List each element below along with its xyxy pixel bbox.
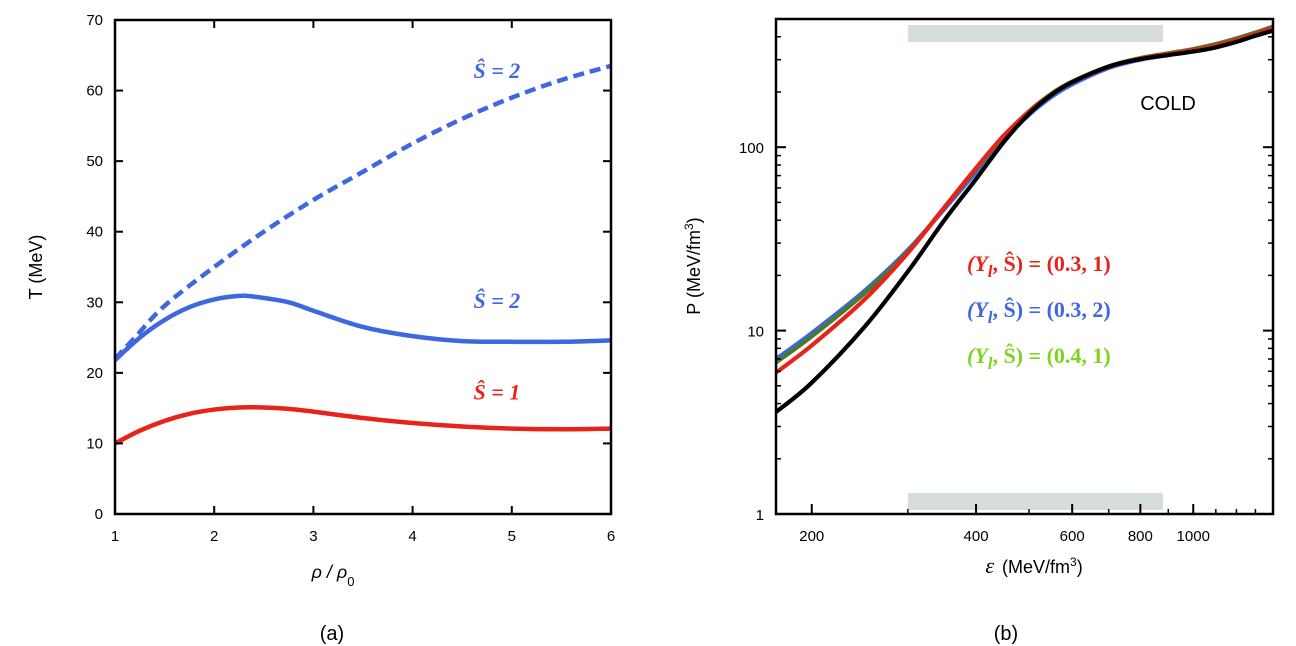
panel-a-annotation-blue: Ŝ = 2 — [474, 58, 521, 83]
panel-a-x-tick-label: 6 — [607, 528, 615, 545]
panel-a-x-tick-label: 4 — [408, 528, 416, 545]
legend-body: , Ŝ) = (0.3, 1) — [993, 251, 1111, 276]
panel-b-legend: (Yl, Ŝ) = (0.3, 1)(Yl, Ŝ) = (0.3, 2)(Yl,… — [967, 251, 1111, 373]
panel-b-legend-entry-1: (Yl, Ŝ) = (0.3, 2) — [967, 297, 1111, 327]
panel-a-y-tick-label: 0 — [95, 506, 103, 523]
panel-b-series — [774, 24, 1274, 414]
panel-b-x-tick-label: 200 — [799, 528, 824, 545]
panel-b-series-line-3 — [774, 28, 1274, 414]
panel-a-x-tick-label: 2 — [210, 528, 218, 545]
panel-a-y-tick-label: 20 — [86, 365, 103, 382]
panel-a-y-tick-label: 40 — [86, 224, 103, 241]
panel-a-y-tick-label: 10 — [86, 435, 103, 452]
panel-b-y-axis-title-exp: 3 — [682, 223, 696, 230]
panel-b-y-axis-title: P (MeV/fm3) — [682, 217, 704, 314]
panel-a-series — [113, 63, 612, 446]
caption-a: (a) — [320, 623, 344, 645]
panel-b-x-tick-label: 400 — [964, 528, 989, 545]
panel-b-y-tick-label: 10 — [747, 324, 764, 341]
panel-b-x-tick-label: 800 — [1128, 528, 1153, 545]
panel-a-y-tick-label: 50 — [86, 153, 103, 170]
panel-b-band-top — [907, 25, 1163, 42]
legend-subscript: l — [988, 354, 993, 373]
panel-b-x-tick-label: 600 — [1060, 528, 1085, 545]
panel-a-frame — [113, 18, 613, 516]
panel-b-x-axis-title: ε (MeV/fm3) — [985, 553, 1082, 578]
panel-a-y-tick-label: 30 — [86, 294, 103, 311]
panel-a-x-tick-label: 3 — [309, 528, 317, 545]
panel-a-series-line-1 — [113, 293, 612, 362]
panel-b-legend-entry-2: (Yl, Ŝ) = (0.4, 1) — [967, 343, 1111, 373]
panel-a-annotation-red: Ŝ = 1 — [474, 380, 521, 405]
legend-subscript: l — [988, 262, 993, 281]
panel-b-x-axis-title-close: ) — [1077, 557, 1083, 577]
panel-a-y-axis-title: T (MeV) — [26, 235, 46, 300]
panel-a-y-tick-label: 70 — [86, 12, 103, 29]
panel-b-ticks: 200 400 600 800 1000 1 10 100 — [739, 18, 1274, 545]
label-cold: COLD — [1140, 93, 1196, 115]
panel-b-legend-entry-0: (Yl, Ŝ) = (0.3, 1) — [967, 251, 1111, 281]
panel-a-x-axis-title-sub: 0 — [347, 574, 354, 589]
panel-b-y-axis-title-close: ) — [684, 217, 704, 223]
panel-b-frame — [774, 17, 1275, 516]
panel-a-series-line-2 — [113, 404, 612, 446]
legend-body: , Ŝ) = (0.4, 1) — [993, 343, 1111, 368]
panel-b-bands — [907, 25, 1163, 510]
legend-prefix: (Y — [967, 251, 990, 276]
panel-a-annotation-blue: Ŝ = 2 — [474, 288, 521, 313]
panel-a-annotations: Ŝ = 2 Ŝ = 2 Ŝ = 1 — [474, 58, 521, 405]
panel-b-x-axis-title-symbol: ε — [985, 553, 994, 578]
caption-b: (b) — [994, 623, 1018, 645]
panel-b-y-tick-label: 100 — [739, 140, 764, 157]
legend-prefix: (Y — [967, 297, 990, 322]
panel-b-band-bottom — [907, 493, 1163, 510]
panel-a-series-line-0 — [113, 63, 612, 361]
panel-b-y-tick-label: 1 — [756, 507, 764, 524]
panel-b-x-axis-title-exp: 3 — [1070, 555, 1077, 569]
legend-body: , Ŝ) = (0.3, 2) — [993, 297, 1111, 322]
panel-a-x-tick-label: 5 — [508, 528, 516, 545]
panel-a-x-axis-title-main: ρ / ρ — [311, 562, 348, 582]
panel-b-y-axis-title-main: P (MeV/fm — [684, 230, 704, 315]
legend-prefix: (Y — [967, 343, 990, 368]
panel-a-y-tick-label: 60 — [86, 83, 103, 100]
panel-b-x-axis-title-units: (MeV/fm — [1002, 557, 1070, 577]
panel-b-x-tick-label: 1000 — [1177, 528, 1210, 545]
panel-a-x-axis-title: ρ / ρ0 — [311, 562, 355, 589]
legend-subscript: l — [988, 308, 993, 327]
panel-a-x-tick-label: 1 — [111, 528, 119, 545]
